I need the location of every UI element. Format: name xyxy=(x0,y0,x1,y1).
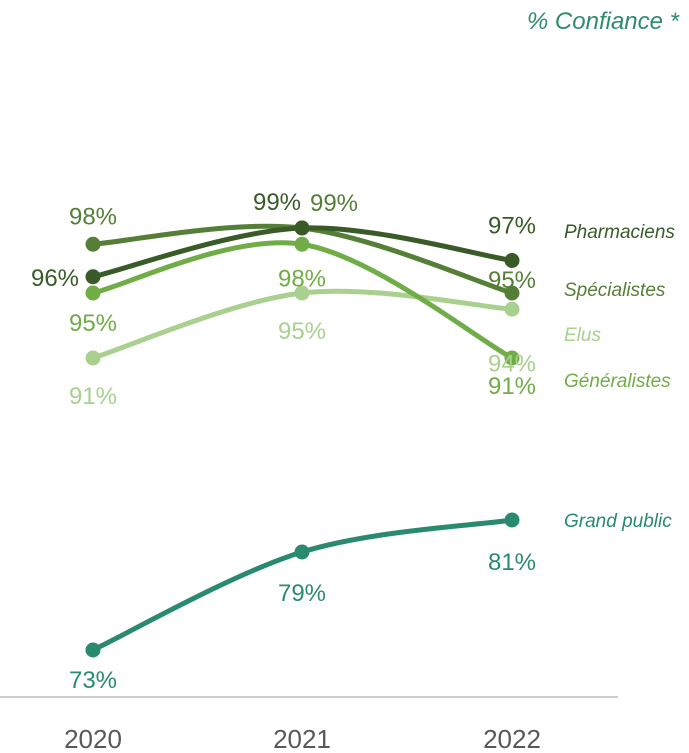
data-point-specialistes-2022 xyxy=(504,285,520,301)
legend-label-specialistes: Spécialistes xyxy=(564,280,666,301)
data-point-grand-public-2020 xyxy=(85,642,101,658)
data-label-pharmaciens-2021: 99% xyxy=(253,189,301,216)
data-point-grand-public-2022 xyxy=(504,512,520,528)
x-tick-label-2022: 2022 xyxy=(483,724,541,753)
data-label-generalistes-2020: 95% xyxy=(69,310,117,337)
data-point-generalistes-2020 xyxy=(85,285,101,301)
data-point-generalistes-2021 xyxy=(294,236,310,252)
unit-label: % Confiance * xyxy=(526,8,679,35)
data-label-generalistes-2022: 91% xyxy=(488,373,536,400)
data-point-elus-2021 xyxy=(294,285,310,301)
data-label-grand-public-2020: 73% xyxy=(69,667,117,694)
data-point-specialistes-2020 xyxy=(85,236,101,252)
data-label-specialistes-2020: 98% xyxy=(69,203,117,230)
data-label-specialistes-2021: 99% xyxy=(310,190,358,217)
x-tick-label-2021: 2021 xyxy=(273,724,331,753)
data-point-elus-2022 xyxy=(504,301,520,317)
legend-label-generalistes: Généralistes xyxy=(564,371,671,392)
data-point-grand-public-2021 xyxy=(294,544,310,560)
data-label-grand-public-2022: 81% xyxy=(488,549,536,576)
data-point-pharmaciens-2021 xyxy=(294,220,310,236)
data-point-pharmaciens-2022 xyxy=(504,253,520,268)
data-label-generalistes-2021: 98% xyxy=(278,265,326,292)
data-label-specialistes-2022: 95% xyxy=(488,267,536,294)
x-tick-label-2020: 2020 xyxy=(64,724,122,753)
legend-label-elus: Elus xyxy=(564,325,601,346)
legend-label-grand-public: Grand public xyxy=(564,511,672,532)
data-label-elus-2021: 95% xyxy=(278,318,326,345)
data-point-pharmaciens-2020 xyxy=(85,269,101,285)
data-label-pharmaciens-2020: 96% xyxy=(31,265,79,292)
data-point-generalistes-2022 xyxy=(504,350,520,366)
data-label-grand-public-2021: 79% xyxy=(278,580,326,607)
data-label-pharmaciens-2022: 97% xyxy=(488,213,536,240)
data-label-elus-2020: 91% xyxy=(69,383,117,410)
data-point-elus-2020 xyxy=(85,350,101,366)
data-label-elus-2022: 94% xyxy=(488,350,536,377)
legend-label-pharmaciens: Pharmaciens xyxy=(564,222,675,243)
